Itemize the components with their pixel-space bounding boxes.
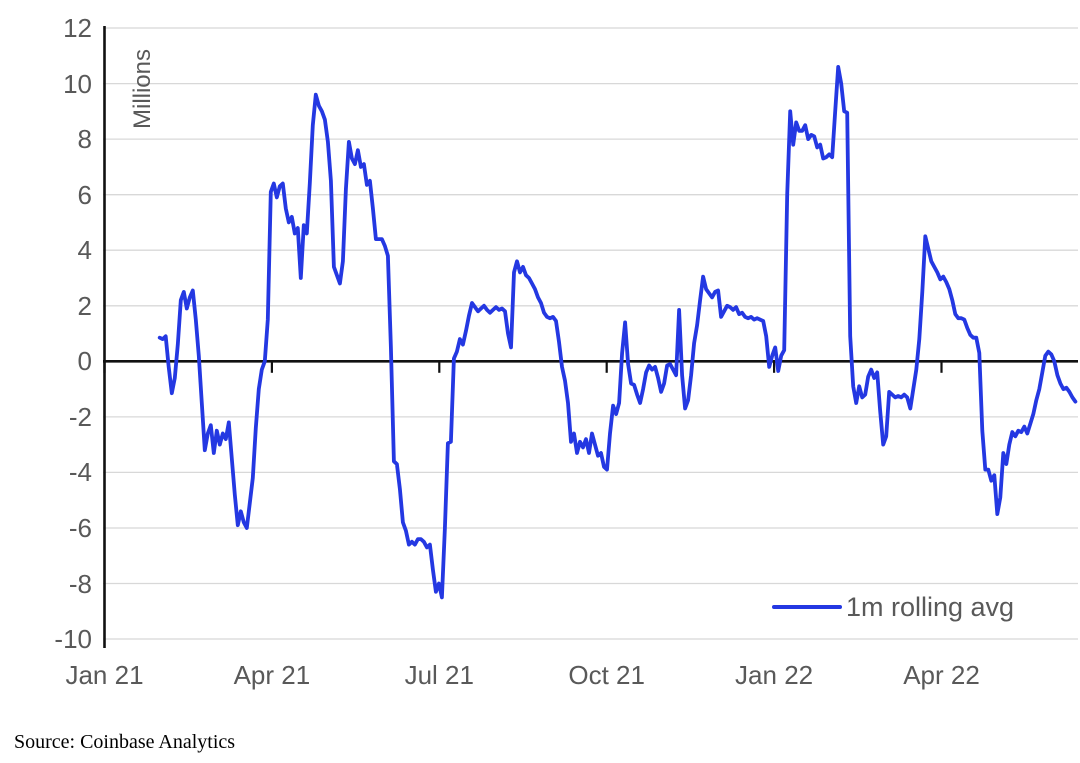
- series-line-1m-rolling-avg: [157, 65, 1078, 600]
